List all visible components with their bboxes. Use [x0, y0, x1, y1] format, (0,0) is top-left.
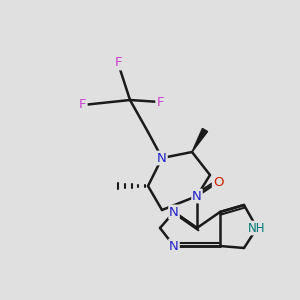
Text: N: N [169, 206, 179, 218]
Text: N: N [169, 239, 179, 253]
Text: F: F [156, 95, 164, 109]
Text: N: N [157, 152, 167, 164]
Text: F: F [114, 56, 122, 70]
Text: F: F [79, 98, 87, 112]
Polygon shape [192, 128, 208, 152]
Text: O: O [213, 176, 223, 188]
Text: NH: NH [248, 221, 266, 235]
Text: N: N [192, 190, 202, 202]
